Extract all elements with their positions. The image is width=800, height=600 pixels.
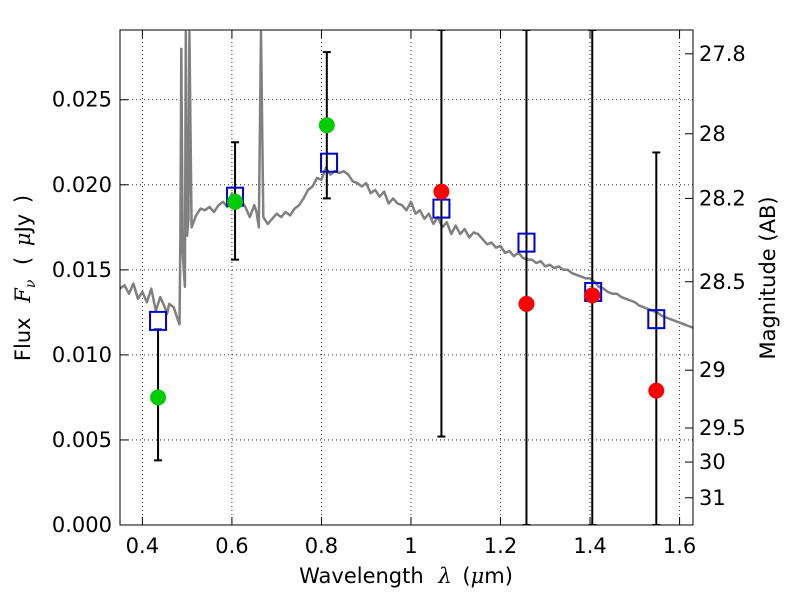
model-photometry-square xyxy=(320,152,339,173)
y-tick-label: 0.010 xyxy=(52,343,112,367)
y2-tick-label: 27.8 xyxy=(699,42,746,66)
x-tick-label: 0.6 xyxy=(215,534,248,558)
x-axis: 0.4 0.6 0.8 1 1.2 1.4 1.6 xyxy=(126,30,696,558)
sed-model-line xyxy=(120,30,693,329)
model-photometry-square xyxy=(517,232,536,253)
plot-frame xyxy=(119,29,694,526)
y2-tick-label: 28 xyxy=(699,122,726,146)
x-axis-label: Wavelength λ (μm) xyxy=(299,564,513,588)
non-detection-point xyxy=(648,382,665,399)
y-axis-right: 27.8 28 28.2 28.5 29 29.5 30 31 xyxy=(685,42,746,510)
detection-point xyxy=(318,117,335,134)
y2-tick-label: 31 xyxy=(699,486,726,510)
y2-axis-label: Magnitude (AB) xyxy=(756,196,780,359)
x-tick-label: 1.6 xyxy=(663,534,696,558)
non-detection-point xyxy=(518,295,535,312)
x-tick-label: 0.4 xyxy=(126,534,159,558)
x-tick-label: 1 xyxy=(404,534,417,558)
y2-tick-label: 28.2 xyxy=(699,186,746,210)
detection-point xyxy=(150,389,167,406)
y2-tick-label: 29.5 xyxy=(699,416,746,440)
model-photometry-square xyxy=(432,198,451,219)
x-tick-label: 1.4 xyxy=(573,534,606,558)
non-detection-point xyxy=(584,287,601,304)
y-tick-label: 0.015 xyxy=(52,258,112,282)
non-detection-point xyxy=(433,183,450,200)
grid-lines xyxy=(120,30,693,525)
y2-tick-label: 30 xyxy=(699,450,726,474)
y2-tick-label: 28.5 xyxy=(699,270,746,294)
y-axis-label: Flux Fν ( μJy ) xyxy=(11,195,40,361)
y-tick-label: 0.000 xyxy=(52,513,112,537)
y-axis-left: 0.000 0.005 0.010 0.015 0.020 0.025 xyxy=(52,88,128,537)
plot-area xyxy=(120,30,693,525)
x-tick-label: 0.8 xyxy=(305,534,338,558)
y-tick-label: 0.025 xyxy=(52,88,112,112)
detection-point xyxy=(227,193,244,210)
y-tick-label: 0.020 xyxy=(52,173,112,197)
y2-tick-label: 29 xyxy=(699,358,726,382)
model-photometry-square xyxy=(647,309,666,330)
x-tick-label: 1.2 xyxy=(484,534,517,558)
y-tick-label: 0.005 xyxy=(52,428,112,452)
model-photometry-square xyxy=(149,310,168,331)
